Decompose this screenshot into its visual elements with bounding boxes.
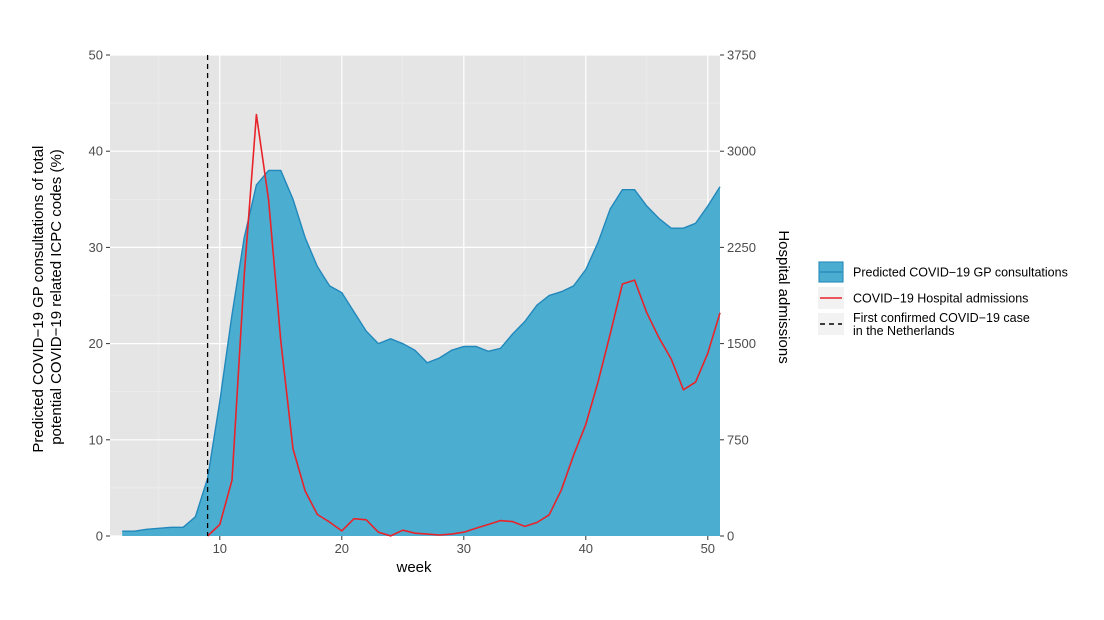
left-axis-title-line2: potential COVID−19 related ICPC codes (%… bbox=[48, 149, 65, 445]
legend-label: Predicted COVID−19 GP consultations bbox=[853, 266, 1068, 280]
left-axis-tick-label: 40 bbox=[89, 144, 103, 159]
legend-label: COVID−19 Hospital admissions bbox=[853, 292, 1028, 306]
x-axis-tick-label: 50 bbox=[701, 541, 715, 556]
left-axis-title: Predicted COVID−19 GP consultations of t… bbox=[30, 141, 65, 452]
gp-consultations-area-outline bbox=[122, 169, 721, 532]
x-axis-title: week bbox=[395, 559, 432, 576]
legend-label: First confirmed COVID−19 case bbox=[853, 311, 1030, 325]
gp-consultations-area-fill bbox=[122, 170, 720, 536]
left-axis-tick-label: 50 bbox=[89, 48, 103, 63]
right-axis-tick-label: 1500 bbox=[727, 336, 756, 351]
left-axis-tick-label: 10 bbox=[89, 432, 103, 447]
right-axis-tick-label: 3000 bbox=[727, 144, 756, 159]
right-axis-tick-label: 2250 bbox=[727, 240, 756, 255]
gp-consultations-area bbox=[122, 169, 721, 536]
right-axis-tick-label: 0 bbox=[727, 529, 734, 544]
left-axis: 0 10 20 30 40 50 bbox=[89, 48, 110, 544]
x-axis-tick-label: 40 bbox=[579, 541, 593, 556]
right-axis-tick-label: 3750 bbox=[727, 48, 756, 63]
x-axis-tick-label: 10 bbox=[213, 541, 227, 556]
x-axis-tick-label: 20 bbox=[335, 541, 349, 556]
hospital-admissions-line bbox=[207, 113, 721, 537]
right-axis: 0 750 1500 2250 3000 3750 bbox=[720, 48, 756, 544]
hospital-admissions-polyline bbox=[207, 113, 721, 537]
legend-label: in the Netherlands bbox=[853, 324, 954, 338]
right-axis-tick-label: 750 bbox=[727, 432, 749, 447]
left-axis-tick-label: 30 bbox=[89, 240, 103, 255]
x-axis: 10 20 30 40 50 bbox=[213, 536, 715, 556]
x-axis-tick-label: 30 bbox=[457, 541, 471, 556]
legend: Predicted COVID−19 GP consultations COVID… bbox=[818, 261, 1068, 338]
left-axis-tick-label: 20 bbox=[89, 336, 103, 351]
left-axis-title-line1: Predicted COVID−19 GP consultations of t… bbox=[30, 146, 47, 453]
left-axis-tick-label: 0 bbox=[96, 529, 103, 544]
right-axis-title: Hospital admissions bbox=[775, 230, 792, 363]
